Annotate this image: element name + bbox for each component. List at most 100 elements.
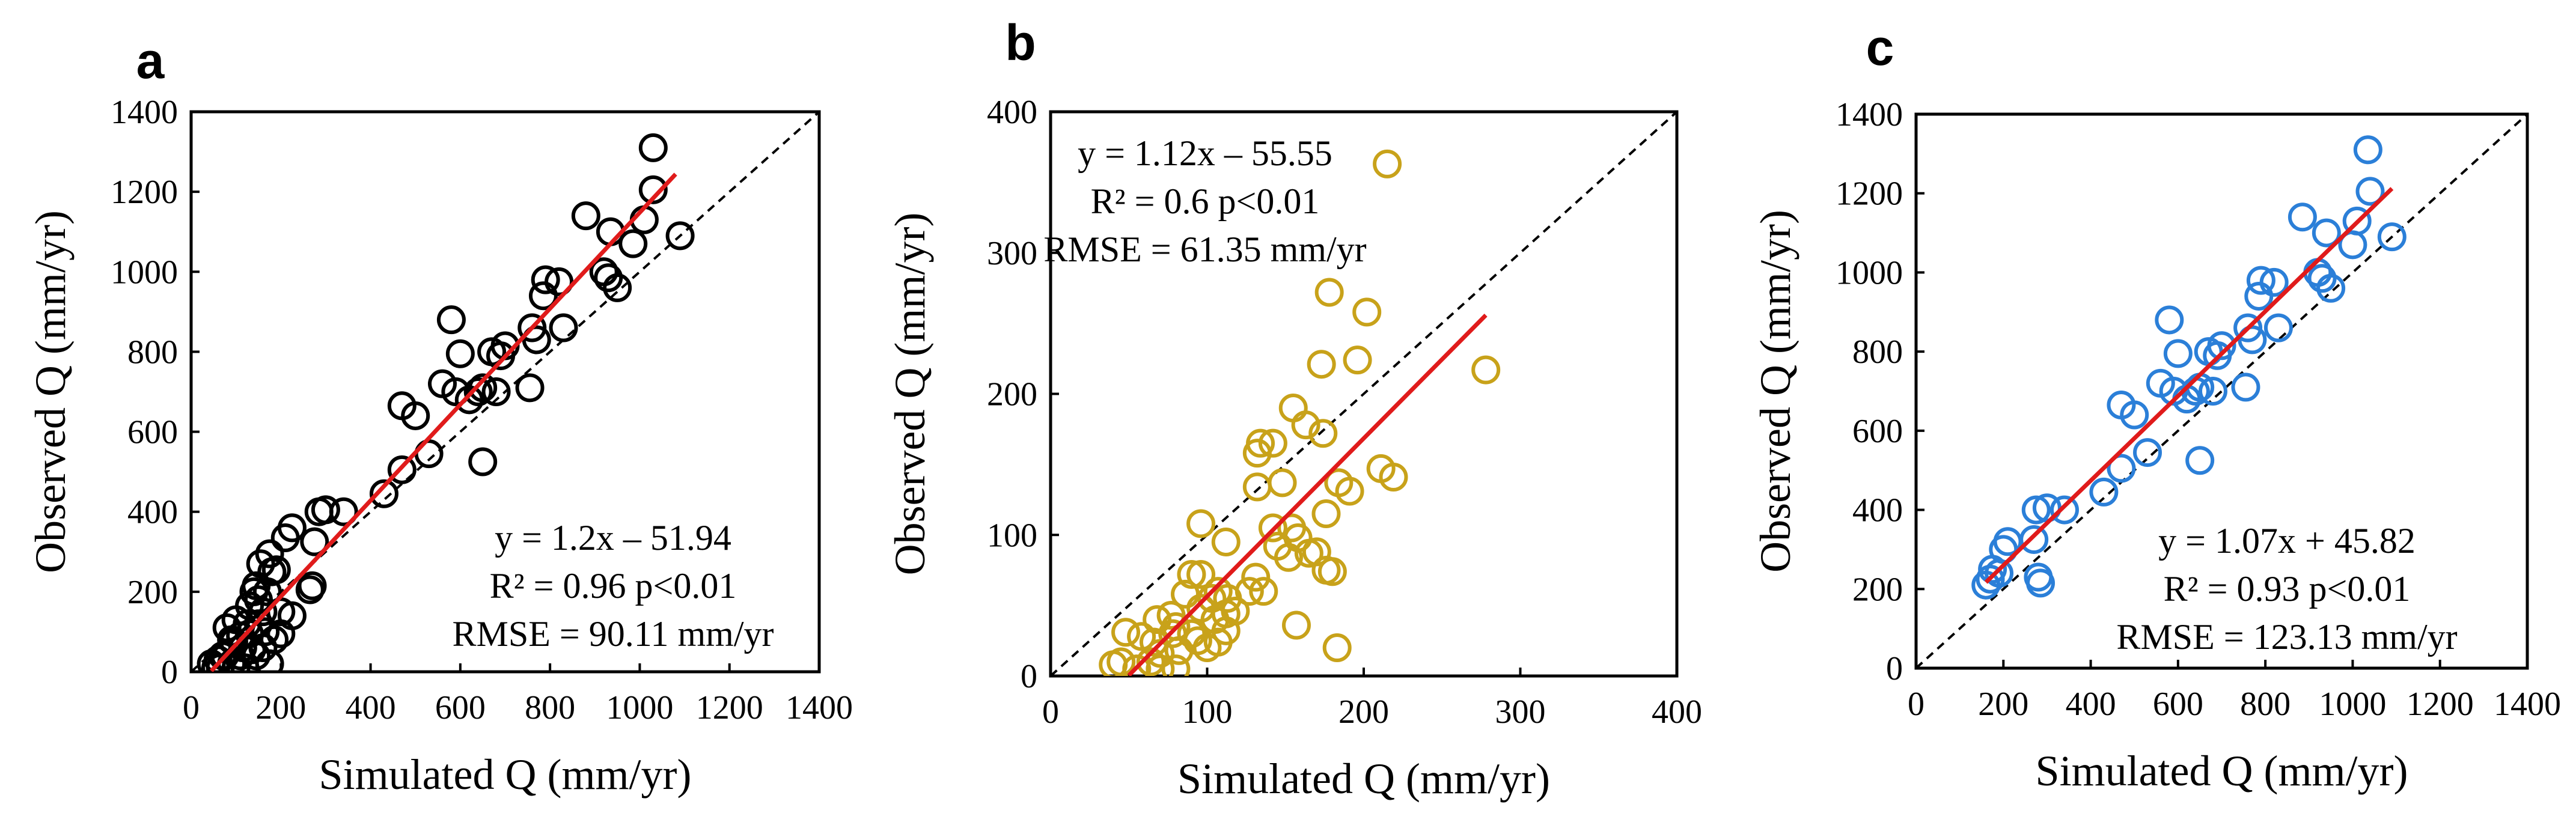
chart-c-x-tick-label: 200	[1978, 686, 2028, 723]
chart-b-marks	[1051, 112, 1677, 676]
chart-a-y-tick-label: 600	[127, 414, 178, 451]
chart-c-data-point	[2263, 313, 2293, 342]
chart-a-data-point	[618, 229, 648, 258]
chart-a: 0 200 400 600 800 1000 1200 1400 0 200 400 600 800 10…	[26, 32, 853, 799]
chart-a-x-axis-title: Simulated Q (mm/yr)	[319, 750, 692, 799]
chart-c-data-point	[2050, 495, 2079, 525]
chart-b-data-point	[1146, 654, 1175, 676]
chart-a-data-point	[481, 377, 511, 406]
chart-c-data-point	[2238, 325, 2267, 355]
chart-c-y-tick-label: 600	[1852, 413, 1903, 450]
chart-b-data-point	[1274, 543, 1303, 572]
chart-a-data-point	[638, 175, 668, 204]
chart-c-data-point	[2312, 218, 2341, 248]
chart-b-data-point	[1471, 355, 1501, 385]
chart-c-marks	[1916, 114, 2527, 668]
chart-b-data-point	[1317, 557, 1347, 586]
chart-a-annotation: RMSE = 90.11 mm/yr	[453, 614, 774, 654]
chart-a-data-point	[468, 447, 498, 476]
chart-a-plot-frame	[189, 110, 821, 674]
chart-a-data-point	[304, 497, 334, 526]
chart-a-data-point	[463, 377, 493, 406]
chart-c-data-point	[2021, 495, 2051, 525]
chart-c-data-point	[1971, 570, 2001, 600]
chart-b-data-point	[1161, 654, 1191, 676]
chart-b-data-point	[1379, 463, 1408, 492]
chart-a-data-point	[477, 337, 507, 367]
chart-a-y-tick-label: 0	[161, 654, 178, 691]
chart-a-data-point	[522, 325, 551, 355]
chart-c-data-point	[2107, 391, 2136, 420]
chart-a-data-point	[387, 455, 417, 484]
chart-b-data-point	[1278, 393, 1308, 422]
chart-b-data-point	[1281, 610, 1311, 640]
chart-c-data-point	[2377, 222, 2407, 252]
chart-c: 0 200 400 600 800 1000 1200 1400 0 200 400 600 800 10…	[1751, 19, 2561, 795]
chart-b-data-point	[1307, 350, 1336, 379]
chart-b-x-tick-label: 400	[1652, 693, 1702, 731]
chart-c-x-tick-label: 0	[1908, 686, 1924, 723]
chart-c-x-tick-label: 1000	[2319, 686, 2386, 723]
chart-a-x-tick-label: 0	[183, 689, 200, 726]
chart-b-data-point	[1373, 149, 1402, 178]
chart-b-data-point	[1241, 562, 1271, 592]
chart-b-annotation: R² = 0.6 p<0.01	[1091, 181, 1320, 221]
chart-a-data-point	[387, 391, 417, 421]
chart-b-panel-letter: b	[1005, 14, 1036, 71]
chart-c-annotation: y = 1.07x + 45.82	[2158, 521, 2416, 561]
chart-b-data-point	[1311, 499, 1341, 529]
chart-c-y-tick-label: 1200	[1836, 175, 1903, 213]
chart-b-annotation: y = 1.12x – 55.55	[1078, 133, 1332, 173]
chart-c-x-tick-label: 800	[2240, 686, 2291, 723]
chart-c-x-tick-label: 600	[2153, 686, 2203, 723]
chart-b-y-tick-label: 200	[987, 376, 1037, 413]
chart-a-annotation: y = 1.2x – 51.94	[495, 518, 731, 558]
chart-a-data-point	[528, 281, 558, 311]
chart-a-y-tick-label: 200	[127, 574, 178, 611]
chart-b-data-point	[1258, 428, 1287, 458]
chart-a-data-point	[549, 313, 578, 342]
chart-c-y-tick-label: 1000	[1836, 254, 1903, 291]
chart-b-data-point	[1143, 605, 1172, 635]
chart-a-x-tick-label: 1000	[606, 689, 673, 726]
chart-a-data-point	[235, 619, 264, 648]
chart-c-data-point	[2185, 446, 2215, 475]
chart-b-y-tick-label: 300	[987, 235, 1037, 272]
chart-a-data-point	[300, 527, 329, 556]
chart-b-data-point	[1111, 618, 1141, 647]
chart-a-data-point	[369, 479, 398, 508]
chart-a-data-point	[295, 575, 325, 604]
chart-b-data-point	[1171, 579, 1200, 609]
chart-c-y-tick-label: 800	[1852, 333, 1903, 371]
chart-b-x-tick-label: 200	[1338, 693, 1389, 731]
chart-a-x-tick-label: 400	[346, 689, 396, 726]
chart-c-x-tick-label: 400	[2066, 686, 2116, 723]
chart-b-data-point	[1324, 468, 1354, 498]
chart-c-data-point	[2089, 477, 2119, 507]
chart-b-x-tick-label: 300	[1495, 693, 1546, 731]
chart-b-data-point	[1314, 278, 1344, 307]
chart-b-annotation: RMSE = 61.35 mm/yr	[1043, 230, 1366, 269]
chart-c-panel-letter: c	[1866, 19, 1894, 76]
chart-a-data-point	[445, 339, 475, 368]
chart-c-fit-line	[1984, 187, 2394, 584]
chart-c-data-point	[2246, 266, 2275, 295]
chart-c-data-point	[2231, 373, 2260, 402]
chart-a-y-tick-label: 800	[127, 333, 178, 371]
chart-b-data-point	[1106, 647, 1136, 676]
chart-a-y-tick-label: 1200	[111, 174, 178, 211]
chart-a-panel-letter: a	[136, 32, 165, 89]
chart-b-data-point	[1242, 439, 1272, 468]
chart-b: 0 100 200 300 400 0 100 200 300 400 Simulated Q (m…	[886, 14, 1702, 803]
chart-c-x-tick-label: 1400	[2494, 686, 2561, 723]
chart-a-data-point	[436, 305, 466, 335]
chart-a-data-point	[571, 201, 600, 231]
chart-c-one-to-one-line	[1916, 114, 2527, 668]
chart-c-data-point	[2355, 177, 2385, 206]
chart-b-x-tick-label: 100	[1182, 693, 1233, 731]
chart-a-x-tick-label: 800	[525, 689, 575, 726]
chart-a-data-point	[515, 373, 545, 403]
chart-b-data-point	[1177, 619, 1206, 648]
chart-a-x-tick-label: 600	[435, 689, 486, 726]
